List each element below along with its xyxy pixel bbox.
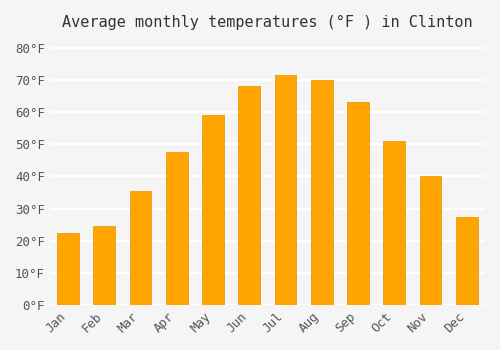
Bar — [238, 86, 260, 305]
Bar — [456, 217, 477, 305]
Bar — [202, 115, 224, 305]
Bar — [311, 80, 332, 305]
Bar — [166, 152, 188, 305]
Bar — [347, 103, 369, 305]
Bar — [130, 191, 152, 305]
Bar — [57, 233, 79, 305]
Bar — [420, 176, 442, 305]
Bar — [384, 141, 405, 305]
Title: Average monthly temperatures (°F ) in Clinton: Average monthly temperatures (°F ) in Cl… — [62, 15, 472, 30]
Bar — [94, 226, 115, 305]
Bar — [274, 75, 296, 305]
